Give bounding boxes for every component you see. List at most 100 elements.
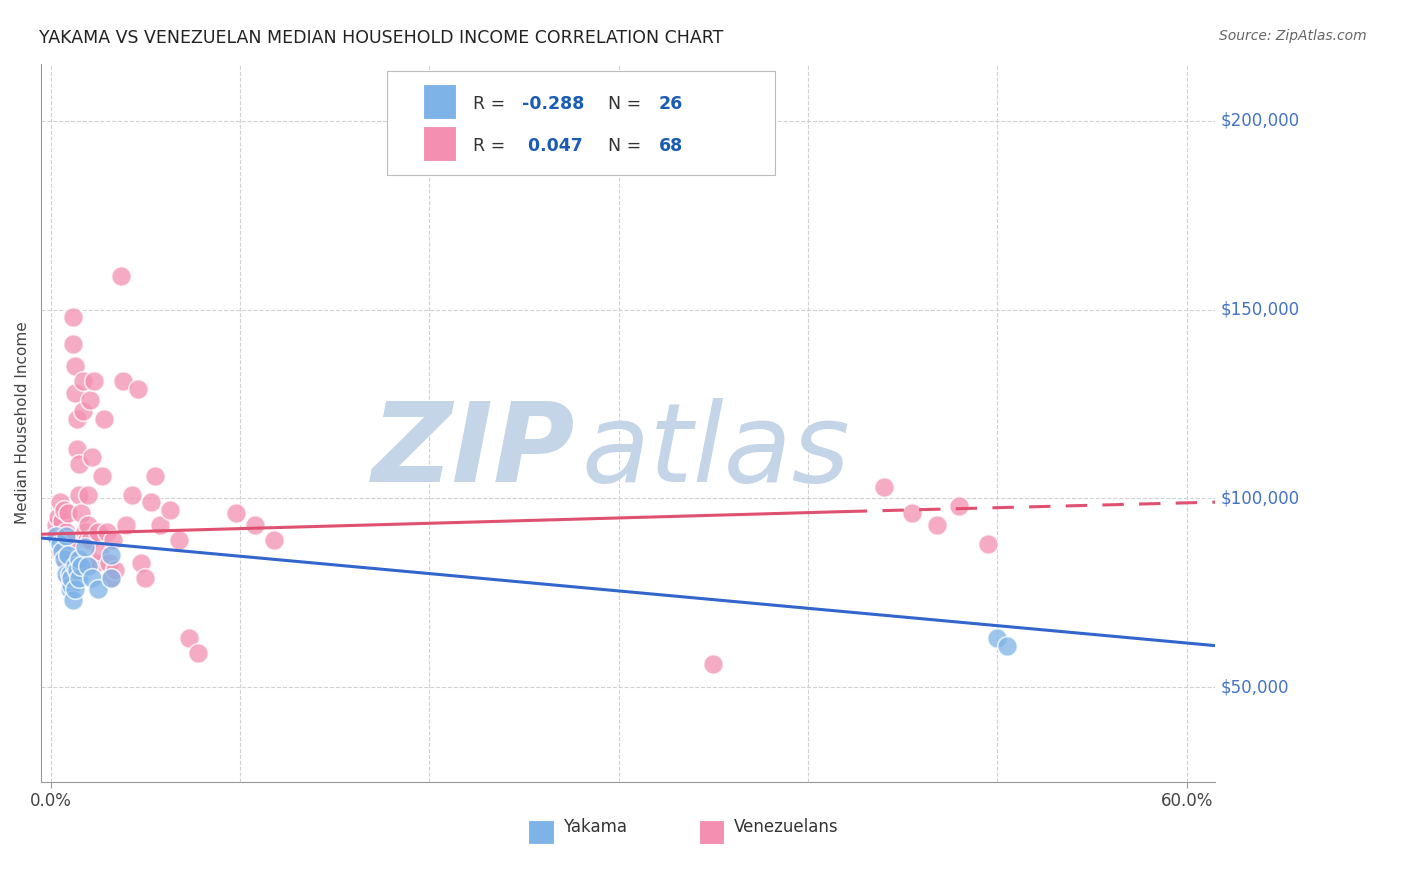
Point [52,536,75,550]
Point [93,412,115,426]
Point [702,657,724,672]
Point [70,507,93,521]
Point [62,336,84,351]
Point [90,468,112,483]
Text: ZIP: ZIP [371,398,575,505]
Point [225,507,247,521]
Text: $150,000: $150,000 [1220,301,1301,318]
Text: Yakama: Yakama [564,819,627,837]
Point [56,571,79,585]
Point [143,468,166,483]
Point [111,374,134,388]
Text: R =: R = [472,95,510,112]
Point [73,541,96,555]
Point [82,450,104,464]
Bar [529,821,554,844]
Point [55,566,77,581]
Point [55,556,77,570]
Point [60,563,83,577]
Point [87,525,110,540]
Point [104,563,127,577]
Point [79,533,101,547]
Point [149,517,172,532]
Point [995,639,1018,653]
Point [63,582,86,596]
Point [46,510,69,524]
Point [51,514,73,528]
Text: $100,000: $100,000 [1220,490,1301,508]
Text: 26: 26 [658,95,683,112]
Point [79,393,101,408]
Text: -0.288: -0.288 [523,95,585,112]
Point [66,442,89,457]
Point [82,571,104,585]
Point [89,544,111,558]
Point [100,571,122,585]
Point [84,556,107,570]
Point [986,631,1008,645]
Point [901,507,924,521]
Point [67,487,90,501]
Point [948,499,970,513]
Point [101,533,124,547]
Point [77,517,100,532]
Point [187,646,209,660]
Point [62,593,84,607]
Point [70,559,93,574]
Point [49,495,72,509]
Point [77,487,100,501]
Point [127,382,149,396]
Point [58,544,80,558]
Point [115,517,138,532]
Point [873,480,896,494]
Point [55,525,77,540]
Text: N =: N = [609,95,647,112]
Point [110,268,132,283]
Text: $50,000: $50,000 [1220,678,1289,696]
Point [100,548,122,562]
Point [925,517,948,532]
Point [76,533,98,547]
Point [72,404,94,418]
Text: 0.047: 0.047 [523,136,583,154]
Point [49,536,72,550]
Point [62,310,84,324]
Point [52,551,75,566]
Point [72,374,94,388]
Point [45,529,67,543]
Point [56,548,79,562]
Point [100,571,122,585]
Point [58,533,80,547]
Point [977,536,1000,550]
Bar [423,127,456,161]
Point [67,571,90,585]
Point [263,533,285,547]
Text: $200,000: $200,000 [1220,112,1301,129]
FancyBboxPatch shape [388,71,775,175]
Point [134,571,156,585]
Point [58,582,80,596]
Point [60,578,83,592]
Point [45,517,67,532]
Point [83,374,105,388]
Text: atlas: atlas [581,398,849,505]
Point [98,556,121,570]
Point [76,556,98,570]
Bar [423,85,456,119]
Point [46,533,69,547]
Point [55,529,77,543]
Point [60,571,83,585]
Point [159,502,181,516]
Point [169,533,191,547]
Point [49,544,72,558]
Text: YAKAMA VS VENEZUELAN MEDIAN HOUSEHOLD INCOME CORRELATION CHART: YAKAMA VS VENEZUELAN MEDIAN HOUSEHOLD IN… [39,29,724,46]
Point [51,544,73,558]
Point [131,556,153,570]
Point [52,502,75,516]
Point [67,551,90,566]
Point [63,559,86,574]
Text: N =: N = [609,136,647,154]
Point [67,458,90,472]
Point [56,507,79,521]
Y-axis label: Median Household Income: Median Household Income [15,321,30,524]
